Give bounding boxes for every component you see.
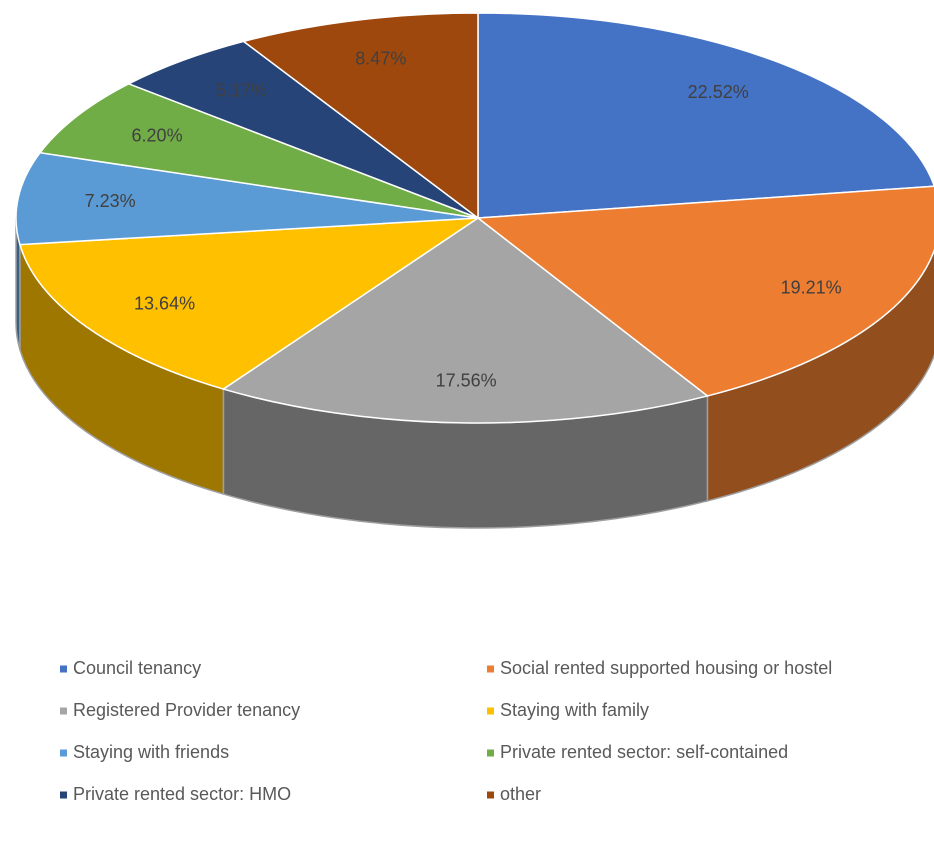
data-label: 6.20% — [132, 125, 183, 145]
pie-slice — [38, 82, 479, 219]
legend-swatch — [60, 749, 67, 757]
pie-slice — [15, 151, 479, 246]
legend-swatch — [60, 665, 67, 673]
data-label: 22.52% — [688, 82, 749, 102]
legend-swatch — [487, 665, 494, 673]
legend-label: Staying with family — [500, 700, 649, 720]
data-label: 19.21% — [781, 278, 842, 298]
legend-swatch — [487, 791, 494, 799]
data-label: 8.47% — [355, 49, 406, 69]
legend-label: Social rented supported housing or hoste… — [500, 658, 832, 678]
pie-slice — [475, 185, 934, 397]
legend-swatch — [60, 707, 67, 715]
legend-swatch — [487, 707, 494, 715]
legend-swatch — [60, 791, 67, 799]
pie-slice — [221, 217, 710, 424]
pie-slice — [18, 217, 481, 390]
legend-label: Private rented sector: HMO — [73, 784, 291, 804]
data-label: 17.56% — [436, 371, 497, 391]
legend-label: Registered Provider tenancy — [73, 700, 300, 720]
data-label: 7.23% — [85, 191, 136, 211]
legend-label: Council tenancy — [73, 658, 201, 678]
pie-slice — [241, 12, 479, 220]
legend-label: other — [500, 784, 541, 804]
data-label: 5.17% — [216, 81, 267, 101]
legend-swatch — [487, 749, 494, 757]
pie-slice — [126, 40, 479, 219]
data-label: 13.64% — [134, 294, 195, 314]
legend-label: Staying with friends — [73, 742, 229, 762]
legend-label: Private rented sector: self-contained — [500, 742, 788, 762]
pie-slice — [477, 12, 934, 219]
